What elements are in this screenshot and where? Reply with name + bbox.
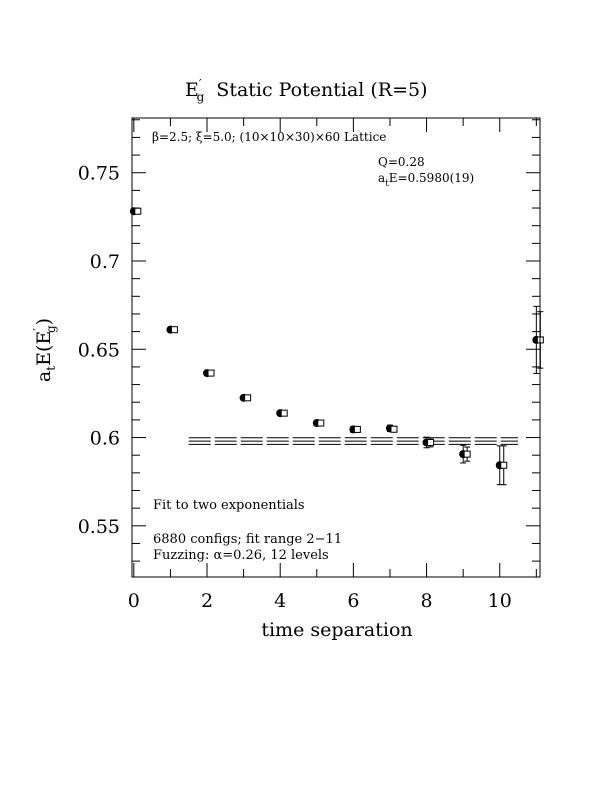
annotation-fit-type: Fit to two exponentials: [153, 498, 305, 513]
annotation-fuzzing: Fuzzing: α=0.26, 12 levels: [153, 548, 329, 563]
y-tick-label: 0.65: [78, 339, 120, 361]
data-point-square: [317, 419, 325, 427]
x-tick-label: 2: [201, 590, 213, 612]
data-points: [129, 207, 544, 486]
data-point-square: [353, 425, 361, 433]
y-tick-label: 0.7: [90, 251, 120, 273]
data-point-square: [500, 461, 508, 469]
x-tick-label: 0: [128, 590, 140, 612]
x-tick-label: 8: [421, 590, 433, 612]
x-axis-label: time separation: [261, 619, 412, 641]
plot-frame: [131, 117, 541, 578]
axis-ticks: 0 2 4 6 8 10 0.55 0.6 0.65 0.7 0.75: [78, 118, 540, 612]
x-tick-label: 6: [347, 590, 359, 612]
data-point-square: [463, 450, 471, 458]
data-point-square: [170, 326, 178, 334]
data-point-square: [427, 438, 435, 446]
chart-title: E′ g Static Potential (R=5): [185, 77, 428, 104]
annotation-lattice: β=2.5; ξ=5.0; (10×10×30)×60 Lattice: [152, 130, 386, 144]
annotation-q: Q=0.28: [378, 155, 425, 169]
data-point-square: [280, 409, 288, 417]
x-tick-label: 4: [274, 590, 286, 612]
data-point-square: [207, 369, 215, 377]
y-tick-label: 0.6: [90, 428, 120, 450]
annotation-fit-energy: atE=0.5980(19): [378, 171, 474, 189]
x-tick-label: 10: [488, 590, 512, 612]
data-point-square: [390, 425, 398, 433]
y-axis-label: atE(E′g): [31, 318, 58, 382]
annotation-configs: 6880 configs; fit range 2−11: [153, 532, 342, 547]
data-point-square: [244, 394, 252, 402]
y-tick-label: 0.75: [78, 163, 120, 185]
data-point-square: [134, 207, 142, 215]
fit-band: [188, 437, 519, 445]
y-tick-label: 0.55: [78, 516, 120, 538]
